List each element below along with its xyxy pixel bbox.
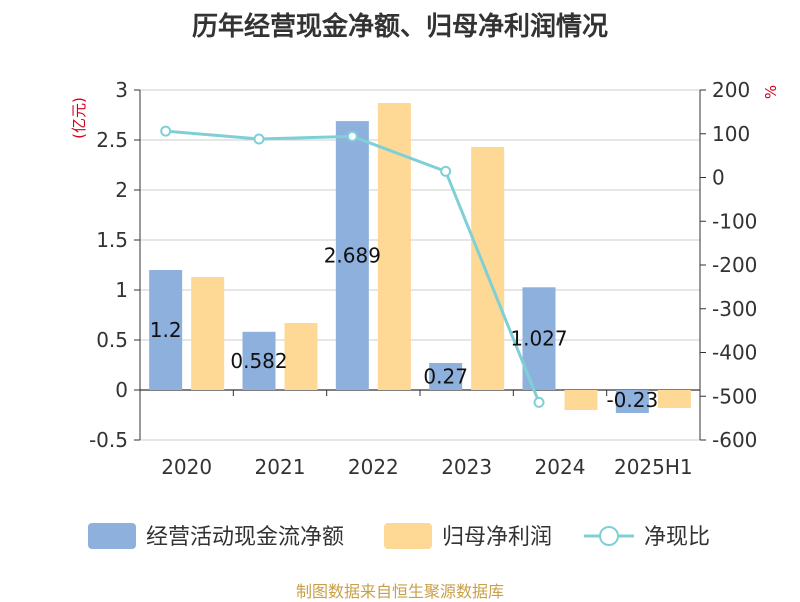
profit-bar-2022 [377,103,411,390]
category-label: 2022 [348,455,399,479]
ratio-point [346,130,358,142]
left-tick-label: 0.5 [96,328,128,352]
cash-bar-2022 [335,121,369,390]
right-tick-label: -300 [712,297,757,321]
left-tick-label: -0.5 [89,428,128,452]
cash-bar-2021 [242,331,276,390]
cash-data-label: 2.689 [324,244,381,268]
right-tick-label: 200 [712,78,750,102]
cash-bar-2025H1 [615,390,649,413]
category-label: 2020 [161,455,212,479]
ratio-point [253,133,265,145]
ratio-line [160,125,545,408]
left-tick-label: 2 [115,178,128,202]
source-note: 制图数据来自恒生聚源数据库 [295,582,504,601]
category-label: 2025H1 [614,455,693,479]
ratio-point [533,396,545,408]
left-tick-label: 3 [115,78,128,102]
right-axis-unit: % [762,85,780,99]
left-tick-label: 0 [115,378,128,402]
right-tick-label: -400 [712,341,757,365]
right-tick-label: 0 [712,166,725,190]
right-tick-label: -500 [712,384,757,408]
axes [134,89,706,441]
legend-label-ratio: 净现比 [644,525,710,550]
profit-bar-2023 [471,147,505,390]
ratio-point [160,125,172,137]
legend-label-cash: 经营活动现金流净额 [146,525,344,550]
data-labels: 1.2 0.582 2.689 0.27 1.027 -0.23 [150,244,658,412]
cash-data-label: 1.027 [510,327,567,351]
cash-data-label: 1.2 [150,318,182,342]
category-label: 2021 [255,455,306,479]
profit-bar-2021 [284,323,318,390]
legend-swatch-ratio-marker [599,526,619,546]
profit-bar-2025H1 [657,390,691,408]
legend-swatch-cash [88,523,136,549]
legend: 经营活动现金流净额 归母净利润 净现比 [88,523,710,550]
profit-bar-2020 [191,277,225,390]
category-label: 2024 [535,455,586,479]
cash-data-label: -0.23 [606,388,658,412]
cash-bar-2023 [429,363,463,390]
category-label: 2023 [441,455,492,479]
profit-bar-2024 [564,390,598,410]
right-tick-label: -600 [712,428,757,452]
cash-data-label: 0.582 [230,349,287,373]
right-tick-label: -100 [712,209,757,233]
cash-data-label: 0.27 [423,365,468,389]
left-tick-label: 1.5 [96,228,128,252]
tick-labels: 3 2.5 2 1.5 1 0.5 0 -0.5 200 100 0 -100 -200 -300 -400… [89,78,757,479]
right-tick-label: -200 [712,253,757,277]
left-axis-unit: (亿元) [70,97,88,139]
bars [149,103,691,413]
legend-label-profit: 归母净利润 [442,525,552,550]
chart-title: 历年经营现金净额、归母净利润情况 [191,12,608,42]
left-tick-label: 1 [115,278,128,302]
right-tick-label: 100 [712,122,750,146]
left-tick-label: 2.5 [96,128,128,152]
legend-swatch-profit [384,523,432,549]
cash-bar-2020 [149,270,183,390]
ratio-point [440,165,452,177]
